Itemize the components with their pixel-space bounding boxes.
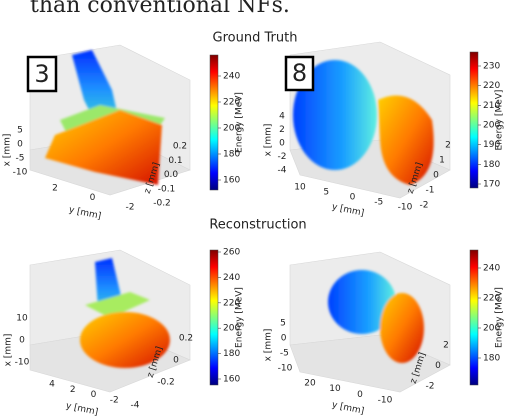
colorbar-tick-label: 220 [483, 81, 500, 91]
colorbar-tick-label: 180 [223, 349, 240, 359]
axis-label: x [mm] [4, 334, 14, 367]
z-tick-label: 0 [173, 356, 179, 366]
y-tick-label: 4 [49, 380, 55, 390]
colorbar-tick-label: 240 [483, 264, 500, 274]
colorbar-tick-label: 160 [223, 375, 240, 385]
y-tick-label: 0 [90, 193, 96, 203]
panel-label: 8 [292, 59, 307, 87]
z-tick-label: 2 [443, 341, 449, 351]
x-tick-label: 0 [279, 139, 285, 149]
row-title: Ground Truth [213, 31, 298, 46]
z-tick-label: 0.2 [173, 142, 187, 152]
panel-label-box [284, 55, 315, 92]
z-tick-label: -2 [420, 201, 429, 211]
x-tick-label: 0 [19, 336, 25, 346]
colorbar-tick-label: 170 [483, 180, 500, 190]
x-tick-label: 0 [17, 140, 23, 150]
axis-label: y [mm] [65, 401, 99, 418]
y-tick-label: 10 [294, 183, 306, 193]
z-tick-label: 0.1 [168, 156, 182, 166]
z-tick-label: -0.2 [153, 199, 171, 209]
x-tick-label: 4 [279, 112, 285, 122]
y-tick-label: -4 [131, 401, 140, 411]
colorbar-label: Energy [MeV] [235, 287, 245, 348]
colorbar-tick-label: 260 [223, 248, 240, 258]
colorbar-tick-label: 210 [483, 101, 500, 111]
colorbar-tick-label: 190 [483, 140, 500, 150]
panel-3d [29, 249, 191, 393]
x-tick-label: 5 [17, 126, 23, 136]
colorbar-tick-label: 230 [483, 62, 500, 72]
colorbar-label: Energy [MeV] [495, 287, 505, 348]
z-tick-label: 0.0 [164, 170, 179, 180]
axis-label: y [mm] [331, 400, 365, 417]
colorbar-tick-label: 200 [223, 324, 240, 334]
y-tick-label: 0 [91, 390, 97, 400]
colorbar-tick-label: 200 [223, 124, 240, 134]
axis-label: y [mm] [331, 202, 365, 219]
colorbar [469, 249, 479, 386]
z-tick-label: 0 [433, 171, 439, 181]
x-tick-label: -10 [15, 358, 30, 368]
x-tick-label: 5 [280, 319, 286, 329]
colorbar-label: Energy [MeV] [235, 92, 245, 153]
z-tick-label: -0.1 [158, 184, 176, 194]
y-tick-label: -2 [110, 395, 119, 405]
x-tick-label: -5 [16, 154, 25, 164]
x-tick-label: -10 [278, 364, 293, 374]
x-tick-label: -2 [278, 152, 287, 162]
y-tick-label: 0 [350, 193, 356, 203]
x-tick-label: -10 [13, 168, 28, 178]
colorbar-tick-label: 220 [483, 294, 500, 304]
colorbar-tick-label: 160 [223, 176, 240, 186]
x-tick-label: 10 [16, 314, 28, 324]
y-tick-label: 20 [304, 379, 316, 389]
axis-label: x [mm] [264, 124, 274, 157]
colorbar-tick-label: 220 [223, 98, 240, 108]
z-tick-label: 2 [445, 141, 451, 151]
x-tick-label: -4 [278, 166, 287, 176]
colorbar-tick-label: 180 [483, 354, 500, 364]
row-title: Reconstruction [209, 218, 306, 233]
panel-label-box [26, 55, 58, 93]
y-tick-label: 10 [329, 384, 341, 394]
panel-3d [29, 44, 191, 196]
colorbar [469, 51, 479, 189]
z-tick-label: -0.2 [157, 378, 175, 388]
colorbar-tick-label: 200 [483, 324, 500, 334]
colorbar-tick-label: 200 [483, 121, 500, 131]
z-tick-label: -1 [426, 186, 435, 196]
colorbar-tick-label: 240 [223, 273, 240, 283]
axis-label: y [mm] [68, 205, 102, 222]
z-tick-label: 0.2 [179, 334, 193, 344]
z-tick-label: 0 [435, 361, 441, 371]
y-tick-label: 2 [70, 385, 76, 395]
y-tick-label: 0 [357, 390, 363, 400]
axis-label: x [mm] [3, 134, 13, 167]
y-tick-label: -5 [374, 198, 383, 208]
axis-label: x [mm] [264, 329, 274, 362]
panel-label: 3 [34, 60, 49, 88]
x-tick-label: -5 [280, 349, 289, 359]
z-tick-label: -2 [426, 382, 435, 392]
caption-fragment: than conventional NFs. [30, 0, 290, 18]
colorbar-tick-label: 220 [223, 298, 240, 308]
colorbar-tick-label: 240 [223, 72, 240, 82]
y-tick-label: -10 [398, 203, 413, 213]
colorbar-label: Energy [MeV] [495, 90, 505, 151]
x-tick-label: 0 [281, 334, 287, 344]
colorbar [209, 249, 219, 386]
y-tick-label: -10 [378, 396, 393, 406]
z-tick-label: 1 [439, 156, 445, 166]
panel-3d [289, 251, 451, 393]
y-tick-label: -2 [126, 203, 135, 213]
y-tick-label: 2 [52, 184, 58, 194]
colorbar [209, 54, 219, 191]
colorbar-tick-label: 180 [223, 150, 240, 160]
colorbar-tick-label: 180 [483, 160, 500, 170]
x-tick-label: 2 [279, 125, 285, 135]
y-tick-label: 5 [323, 188, 329, 198]
